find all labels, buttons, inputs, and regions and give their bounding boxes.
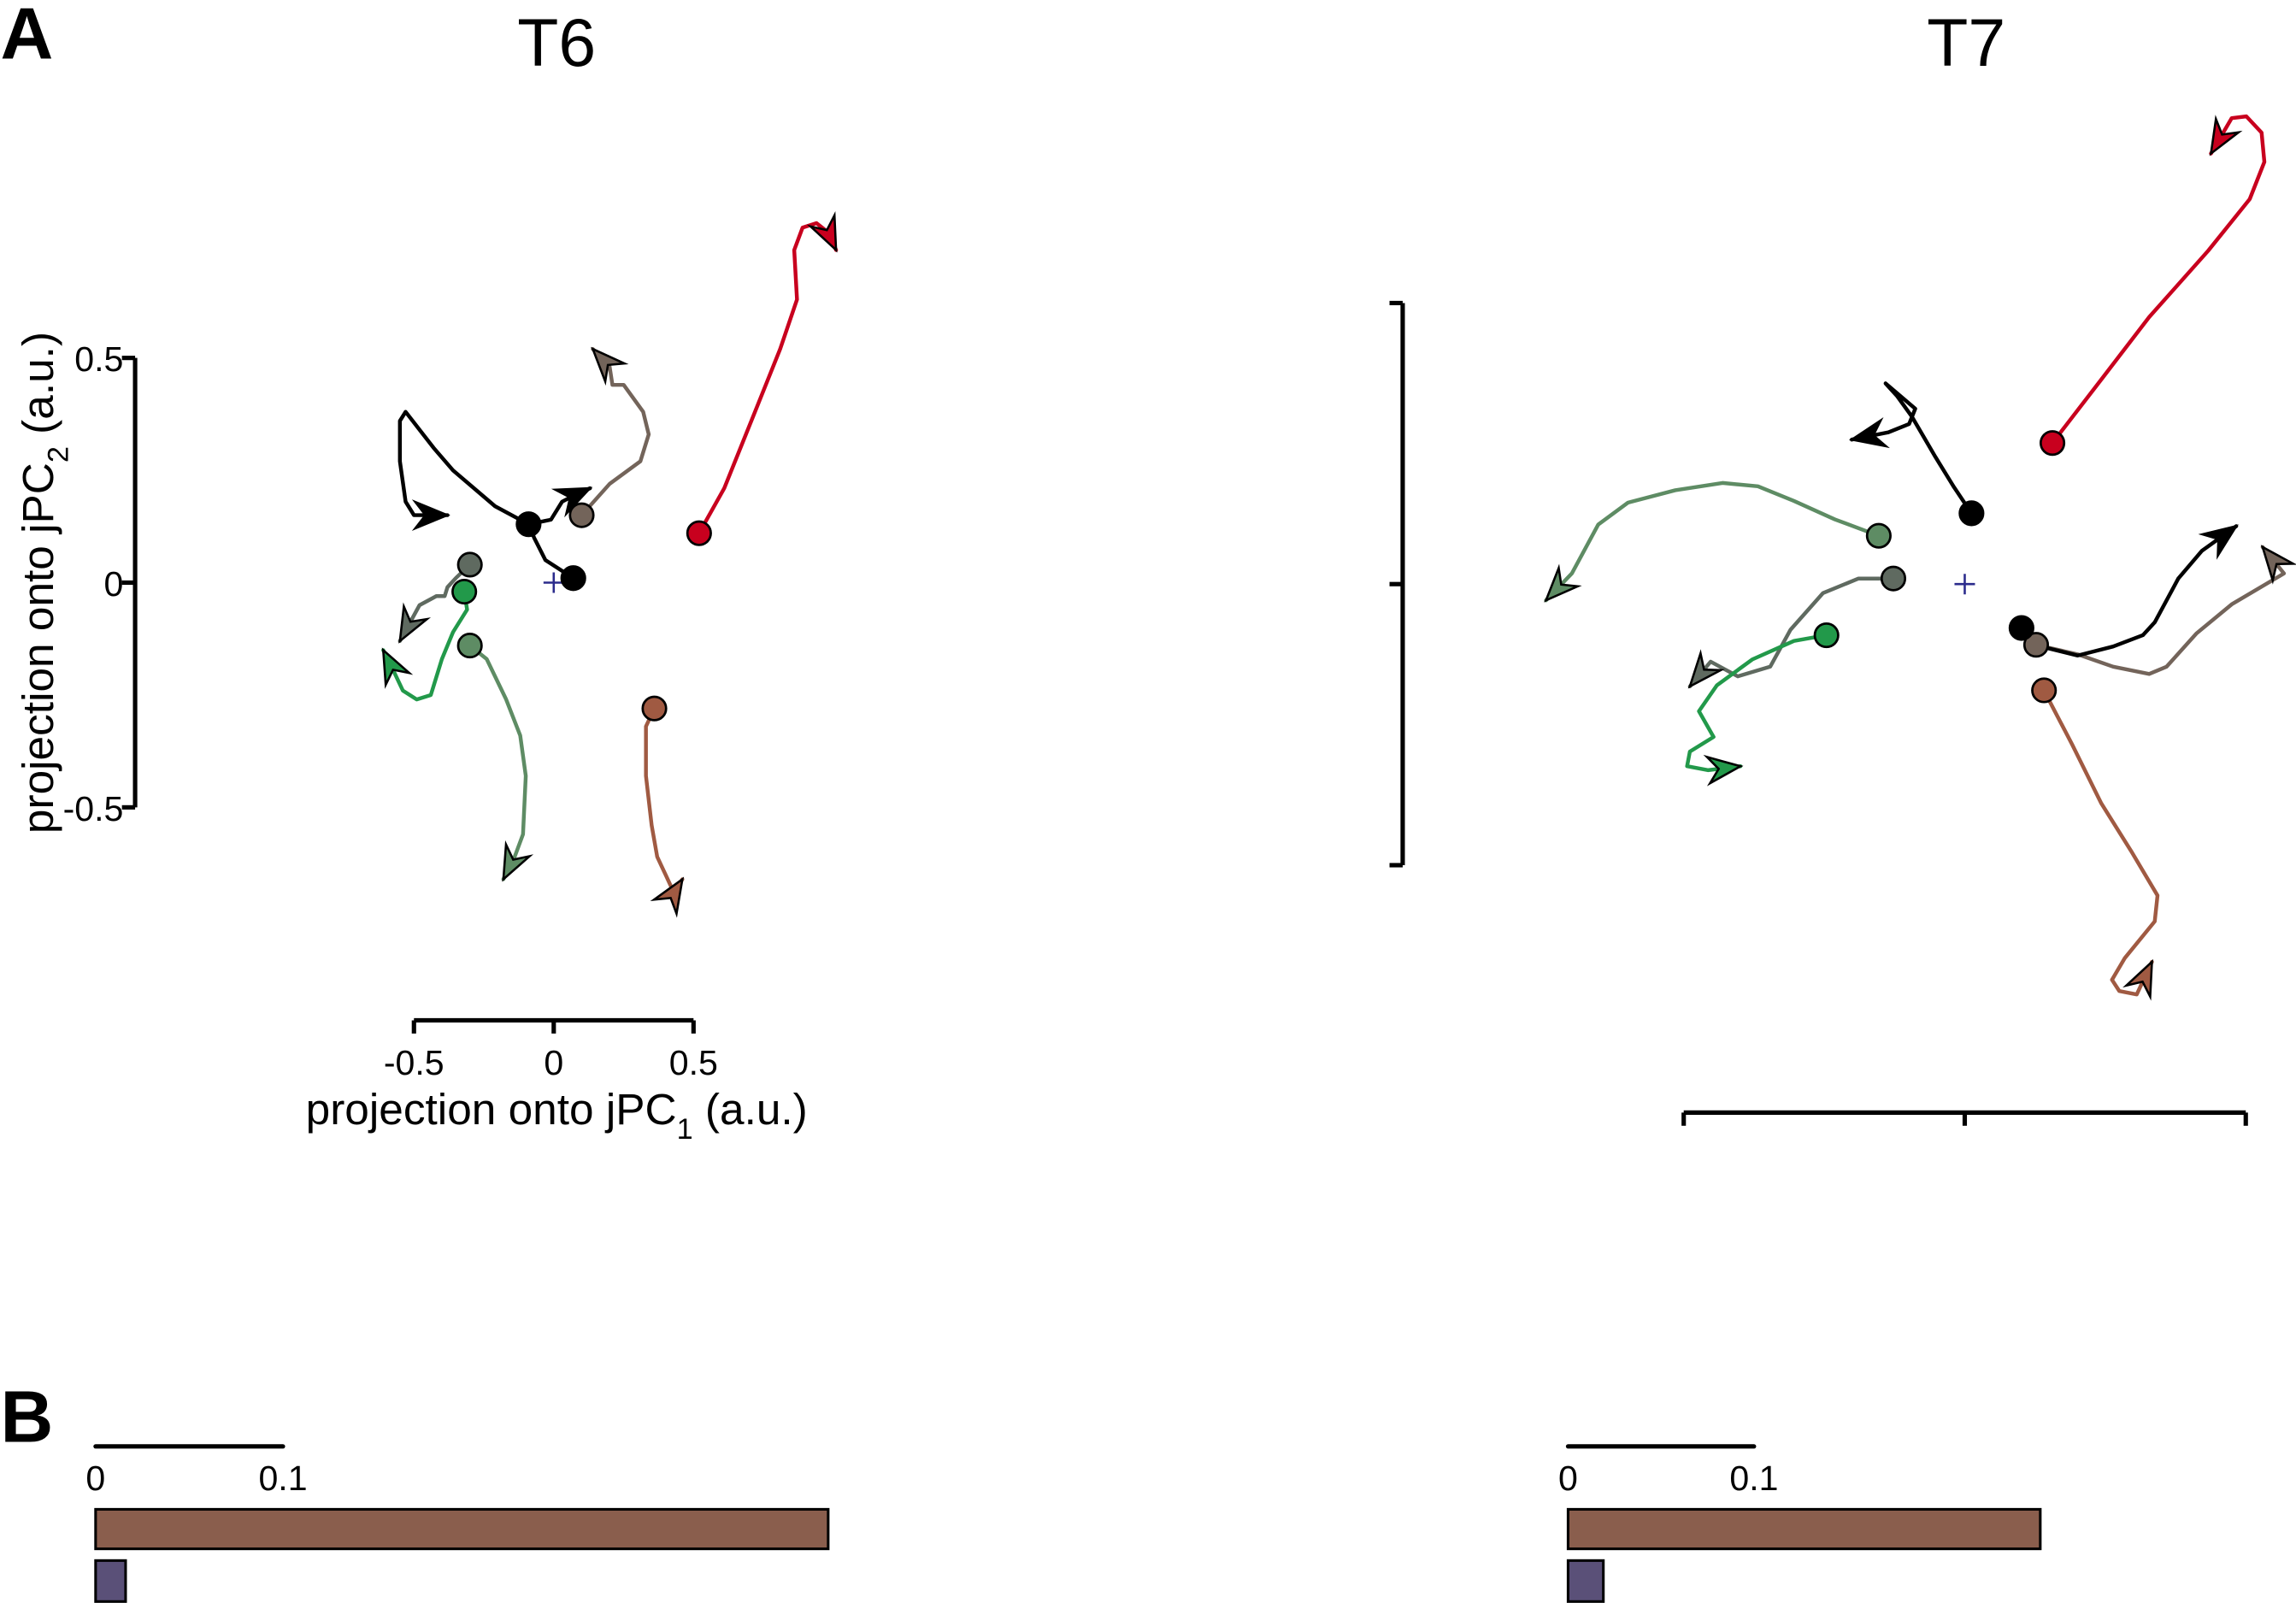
t6-arrowhead-3 (806, 211, 838, 253)
t6-start-dot-6 (456, 633, 483, 659)
t7-arrowhead-7 (2122, 958, 2153, 1001)
t6-start-dot-3 (686, 520, 712, 546)
t6-start-dot-1 (515, 511, 542, 538)
t6-bar-1 (94, 1559, 127, 1603)
t6-trajectory-5 (381, 589, 469, 702)
t6-y-tick-label: -0.5 (63, 789, 124, 828)
t7-trajectory-6 (2019, 524, 2239, 658)
t7-arrowhead-4 (1703, 754, 1744, 787)
t6-trajectory-7 (644, 706, 685, 895)
t7-start-dot-0 (2039, 430, 2066, 457)
t7-bar-1 (1566, 1559, 1605, 1603)
t6-arrowhead-1 (411, 499, 450, 531)
t6-bar-scale-label: 0 (85, 1459, 105, 1498)
t7-trajectory-0 (2050, 114, 2267, 445)
t7-start-dot-4 (1813, 622, 1840, 649)
t7-bar-0 (1566, 1507, 2042, 1551)
t6-x-tick-label: 0.5 (669, 1043, 718, 1082)
t7-arrowhead-1 (1848, 417, 1890, 449)
t7-bar-scale-label: 0.1 (1729, 1459, 1778, 1498)
t7-bar-chart: 0 0.1 (1558, 1444, 2042, 1603)
t7-trajectory-4 (1685, 633, 1828, 773)
t7-arrowhead-0 (2209, 115, 2243, 156)
t7-trajectory-7 (2041, 688, 2160, 997)
t6-x-tick-label: 0 (544, 1043, 563, 1082)
t6-x-axis-label: projection onto jPC1 (a.u.) (306, 1085, 808, 1146)
t7-start-dot-1 (1958, 500, 1985, 527)
t7-arrowhead-5 (2260, 545, 2296, 585)
t7-trajectory-5 (2034, 545, 2287, 676)
t6-start-dot-2 (568, 502, 595, 528)
t6-title: T6 (517, 5, 596, 80)
t7-trajectory-1 (1850, 381, 1974, 516)
t6-arrowhead-4 (398, 602, 432, 644)
t6-trajectory-6 (468, 643, 528, 881)
t6-y-tick-label: 0.5 (74, 339, 123, 379)
t6-bar-scale-label: 0.1 (258, 1459, 307, 1498)
t6-arrowhead-2 (591, 346, 629, 386)
t6-y-tick-label: 0 (104, 564, 124, 604)
t7-start-dot-6 (2008, 615, 2034, 641)
t7-title: T7 (1927, 5, 2005, 80)
t6-start-dot-4 (456, 551, 483, 578)
t6-origin-marker (543, 572, 564, 593)
t6-trajectory-1 (397, 410, 531, 527)
t6-arrowhead-7 (650, 876, 685, 918)
t6-x-tick-label: -0.5 (384, 1043, 444, 1082)
t7-start-dot-3 (1880, 565, 1907, 592)
t6-arrowhead-5 (381, 647, 414, 689)
t7-arrowhead-3 (1687, 649, 1725, 689)
t6-trajectory-4 (397, 563, 472, 644)
t7-start-dot-5 (2022, 632, 2050, 658)
t6-start-dot-5 (451, 578, 478, 605)
t6-bar-chart: 0 0.1 (85, 1444, 830, 1603)
t6-trajectory-2 (580, 346, 651, 517)
t7-arrowhead-6 (2198, 524, 2239, 560)
t6-trajectory-3 (697, 221, 839, 535)
t7-plot (1389, 114, 2296, 1126)
t7-bar-scale-label: 0 (1558, 1459, 1578, 1498)
t6-arrowhead-6 (502, 840, 534, 882)
panel-label-a: A (1, 0, 54, 74)
t6-start-dot-7 (641, 695, 668, 722)
t6-y-axis-label: projection onto jPC2 (a.u.) (14, 332, 74, 834)
t7-origin-marker (1954, 574, 1975, 595)
panel-label-b: B (1, 1376, 54, 1459)
t7-start-dot-7 (2031, 677, 2058, 704)
t6-bar-0 (94, 1507, 830, 1551)
t7-trajectory-2 (1544, 480, 1881, 603)
t6-plot: -0.5 0 0.5 -0.5 0 0.5 (63, 211, 839, 1082)
t6-start-dot-0 (560, 565, 586, 592)
t7-start-dot-2 (1865, 522, 1892, 549)
t7-arrowhead-2 (1544, 563, 1582, 603)
